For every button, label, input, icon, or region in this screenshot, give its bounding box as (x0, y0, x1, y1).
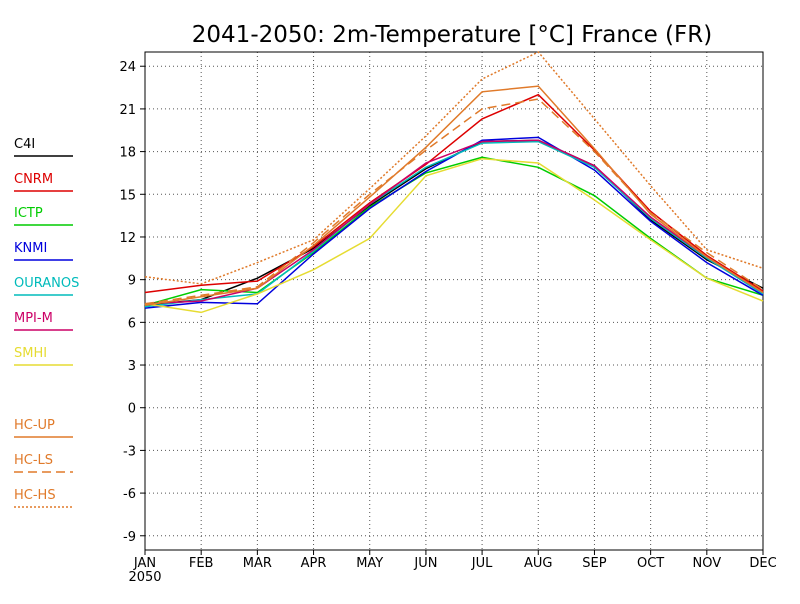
y-tick-label: 21 (119, 103, 136, 118)
legend-label: ICTP (14, 206, 43, 221)
legend-label: KNMI (14, 241, 47, 256)
x-tick-label: AUG (524, 556, 552, 571)
series-line-hc-hs (144, 51, 764, 285)
y-tick-label: -9 (123, 530, 136, 545)
legend-label: HC-UP (14, 418, 55, 433)
y-tick-label: 12 (119, 231, 136, 246)
series-line-ouranos (144, 140, 764, 308)
series-line-smhi (144, 157, 764, 314)
series-line-hc-up (144, 85, 764, 307)
x-tick-label: DEC (749, 556, 776, 571)
chart-title: 2041-2050: 2m-Temperature [°C] France (F… (192, 22, 712, 48)
x-tick-label: JUN (413, 556, 437, 571)
y-tick-label: 6 (128, 316, 136, 331)
x-tick-label: APR (301, 556, 327, 571)
series-lines (144, 51, 764, 314)
legend-label: CNRM (14, 172, 53, 187)
series-line-cnrm (144, 93, 764, 294)
x-sublabel: 2050 (128, 570, 161, 585)
y-tick-label: 15 (119, 188, 136, 203)
legend-label: SMHI (14, 346, 47, 361)
series-line-hc-ls (144, 98, 764, 305)
x-tick-label: SEP (582, 556, 606, 571)
x-tick-label: MAY (356, 556, 383, 571)
x-tick-label: NOV (693, 556, 722, 571)
legend-label: OURANOS (14, 276, 79, 291)
x-tick-label: OCT (637, 556, 664, 571)
legend-label: HC-HS (14, 488, 56, 503)
legend-label: C4I (14, 137, 35, 152)
x-tick-label: MAR (243, 556, 272, 571)
legend: C4I CNRM ICTP KNMI OURANOS MPI-M SMHI HC-UP HC-L… (14, 137, 79, 508)
legend-label: HC-LS (14, 453, 53, 468)
axes: -9 -6 -3 0 3 6 9 12 15 18 21 24 JAN FEB MAR APR MAY JUN JU… (119, 51, 777, 585)
y-tick-label: 0 (128, 402, 136, 417)
x-tick-label: JUL (471, 556, 493, 571)
x-tick-label: FEB (189, 556, 214, 571)
y-tick-label: 18 (119, 146, 136, 161)
x-tick-label: JAN (133, 556, 156, 571)
legend-label: MPI-M (14, 311, 53, 326)
y-tick-label: -3 (123, 444, 136, 459)
series-line-ictp (144, 156, 764, 307)
y-tick-label: 24 (119, 60, 136, 75)
y-tick-label: 3 (128, 359, 136, 374)
y-tick-label: -6 (123, 487, 136, 502)
y-tick-label: 9 (128, 274, 136, 289)
